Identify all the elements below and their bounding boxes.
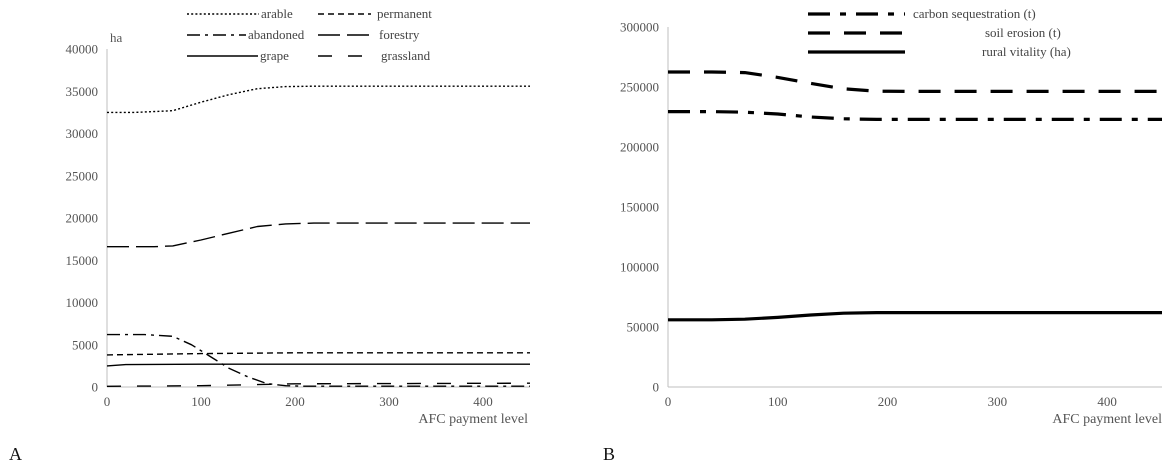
x-tick-label-0: 0 [104,394,111,409]
legend-label-rural-vitality-ha-: rural vitality (ha) [982,44,1071,59]
x-axis-title-0: AFC payment level [418,412,528,427]
legend-label-carbon-sequestration-t-: carbon sequestration (t) [913,6,1036,21]
x-tick-label-1: 300 [988,394,1008,409]
y-tick-label-0: 35000 [66,84,99,99]
series-line-carbon-sequestration-t- [668,109,1162,122]
y-tick-label-0: 15000 [66,253,99,268]
legend-label-grassland: grassland [381,48,431,63]
series-line-permanent [106,352,530,356]
y-unit-label-0: ha [110,30,123,45]
y-tick-label-0: 30000 [66,126,99,141]
y-tick-label-0: 25000 [66,168,99,183]
series-line-grape [106,363,530,367]
x-tick-label-0: 400 [473,394,493,409]
y-tick-label-0: 20000 [66,211,99,226]
series-line-soil-erosion-t- [668,70,1162,94]
x-tick-label-1: 100 [768,394,788,409]
x-tick-label-0: 100 [191,394,211,409]
legend-label-arable: arable [261,6,293,21]
legend-label-abandoned: abandoned [248,27,305,42]
legend-label-soil-erosion-t-: soil erosion (t) [985,25,1061,40]
series-line-abandoned [107,333,530,387]
panel-label-0: A [9,444,22,464]
x-axis-title-1: AFC payment level [1052,412,1162,427]
y-tick-label-0: 0 [92,380,99,395]
y-tick-label-1: 50000 [627,320,660,335]
y-tick-label-0: 5000 [72,337,98,352]
x-tick-label-1: 400 [1097,394,1117,409]
series-line-grassland [106,382,531,387]
x-tick-label-1: 0 [665,394,672,409]
x-tick-label-0: 200 [285,394,305,409]
y-tick-label-0: 40000 [66,42,99,57]
y-tick-label-1: 150000 [620,200,659,215]
x-tick-label-1: 200 [878,394,898,409]
y-tick-label-1: 200000 [620,140,659,155]
series-line-forestry [107,222,530,248]
legend-label-forestry: forestry [379,27,420,42]
y-tick-label-1: 100000 [620,260,659,275]
series-line-arable [107,85,530,114]
legend-label-grape: grape [260,48,289,63]
legend-label-permanent: permanent [377,6,432,21]
y-tick-label-1: 0 [653,380,660,395]
y-tick-label-0: 10000 [66,295,99,310]
panel-label-1: B [603,444,615,464]
x-tick-label-0: 300 [379,394,399,409]
y-tick-label-1: 250000 [620,80,659,95]
y-tick-label-1: 300000 [620,20,659,35]
series-line-rural-vitality-ha- [668,311,1162,322]
